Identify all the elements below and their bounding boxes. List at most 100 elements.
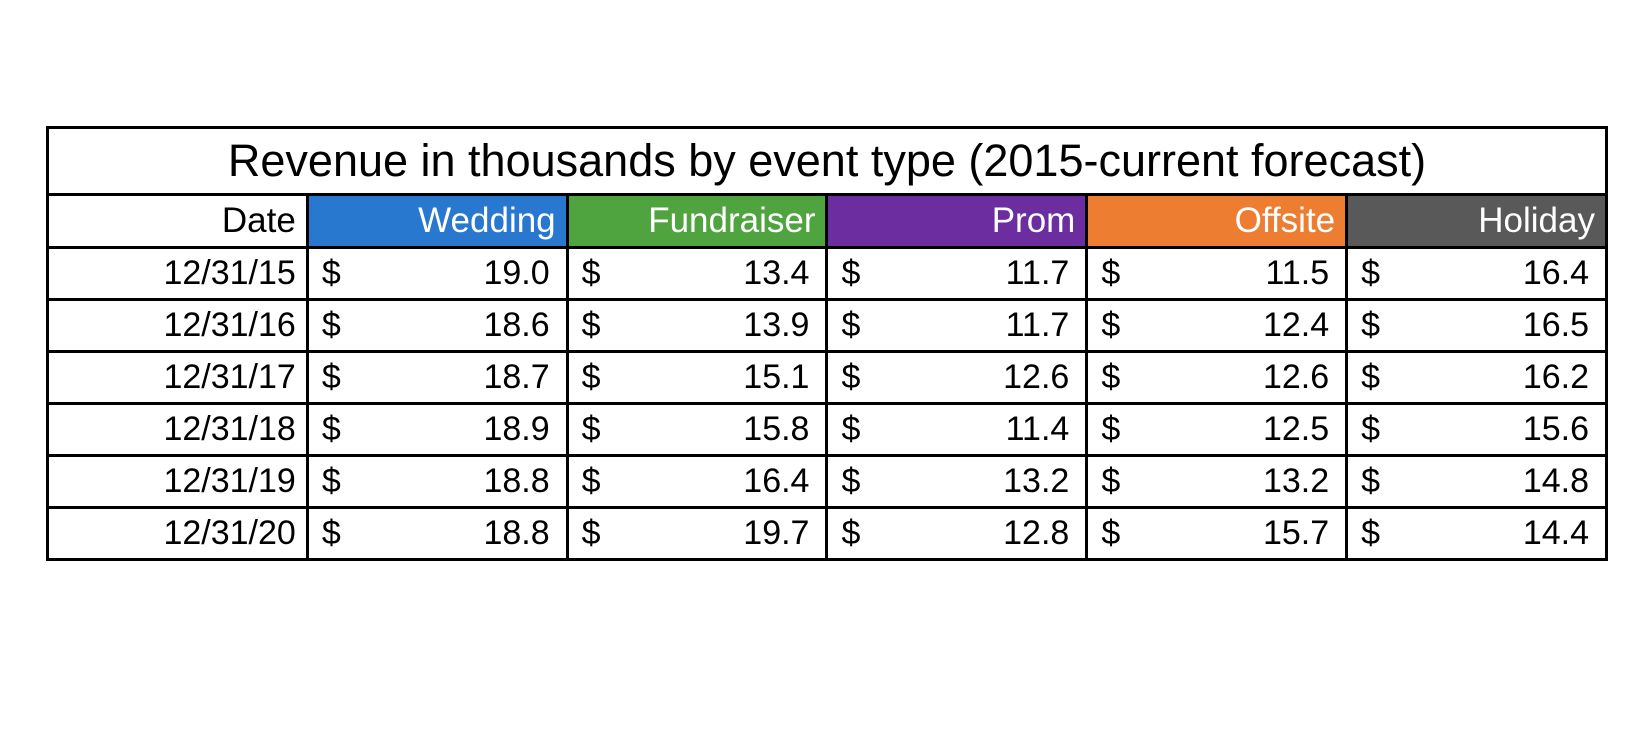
value-cell: $13.9 xyxy=(565,298,829,353)
table-row: 12/31/15 $19.0 $13.4 $11.7 $11.5 $16.4 xyxy=(46,246,1608,301)
currency-symbol: $ xyxy=(1361,306,1381,344)
value-text: 16.4 xyxy=(743,462,810,500)
value-cell-content: $18.6 xyxy=(310,306,564,345)
date-cell: 12/31/18 xyxy=(46,402,309,457)
currency-symbol: $ xyxy=(1101,462,1121,500)
value-cell: $15.6 xyxy=(1345,402,1608,457)
value-cell-content: $12.6 xyxy=(1090,358,1344,397)
value-cell-content: $18.9 xyxy=(310,410,564,449)
value-text: 13.4 xyxy=(743,254,810,292)
value-cell: $11.7 xyxy=(825,246,1089,301)
currency-symbol: $ xyxy=(581,410,601,448)
value-text: 15.6 xyxy=(1522,410,1589,448)
date-cell: 12/31/15 xyxy=(46,246,309,301)
value-text: 14.4 xyxy=(1522,514,1589,552)
currency-symbol: $ xyxy=(1361,358,1381,396)
value-text: 13.2 xyxy=(1262,462,1330,500)
column-header-prom: Prom xyxy=(825,193,1089,249)
value-text: 18.7 xyxy=(483,358,550,396)
currency-symbol: $ xyxy=(581,514,601,552)
table-title: Revenue in thousands by event type (2015… xyxy=(46,126,1608,196)
table-row: 12/31/16 $18.6 $13.9 $11.7 $12.4 $16.5 xyxy=(46,298,1608,353)
value-cell-content: $13.4 xyxy=(570,254,824,293)
table-row: 12/31/19 $18.8 $16.4 $13.2 $13.2 $14.8 xyxy=(46,454,1608,509)
title-row: Revenue in thousands by event type (2015… xyxy=(46,126,1608,196)
value-cell-content: $12.5 xyxy=(1090,410,1344,449)
currency-symbol: $ xyxy=(841,410,861,448)
column-header-wedding: Wedding xyxy=(305,193,569,249)
value-cell-content: $13.2 xyxy=(830,462,1084,501)
currency-symbol: $ xyxy=(321,462,341,500)
value-cell: $12.6 xyxy=(1085,350,1349,405)
value-cell: $11.5 xyxy=(1085,246,1349,301)
currency-symbol: $ xyxy=(1101,254,1121,292)
value-cell: $11.4 xyxy=(825,402,1089,457)
currency-symbol: $ xyxy=(581,254,601,292)
value-cell-content: $11.5 xyxy=(1090,254,1344,293)
table-row: 12/31/17 $18.7 $15.1 $12.6 $12.6 $16.2 xyxy=(46,350,1608,405)
currency-symbol: $ xyxy=(321,514,341,552)
value-cell-content: $11.7 xyxy=(830,306,1084,345)
value-cell: $11.7 xyxy=(825,298,1089,353)
currency-symbol: $ xyxy=(1101,410,1121,448)
value-cell-content: $12.6 xyxy=(830,358,1084,397)
currency-symbol: $ xyxy=(1101,514,1121,552)
value-cell: $18.8 xyxy=(305,454,569,509)
value-cell-content: $15.7 xyxy=(1090,514,1344,553)
value-cell: $12.4 xyxy=(1085,298,1349,353)
value-cell-content: $12.8 xyxy=(830,514,1084,553)
currency-symbol: $ xyxy=(841,514,861,552)
value-text: 12.4 xyxy=(1262,306,1330,344)
currency-symbol: $ xyxy=(841,358,861,396)
currency-symbol: $ xyxy=(1361,410,1381,448)
value-cell-content: $11.7 xyxy=(830,254,1084,293)
value-cell-content: $14.8 xyxy=(1350,462,1604,501)
value-cell: $19.7 xyxy=(565,506,829,561)
value-text: 11.7 xyxy=(1005,254,1070,292)
value-cell-content: $18.7 xyxy=(310,358,564,397)
column-header-offsite: Offsite xyxy=(1085,193,1349,249)
value-text: 19.7 xyxy=(743,514,810,552)
currency-symbol: $ xyxy=(1101,358,1121,396)
table-row: 12/31/20 $18.8 $19.7 $12.8 $15.7 $14.4 xyxy=(46,506,1608,561)
value-text: 18.9 xyxy=(483,410,550,448)
value-text: 16.2 xyxy=(1522,358,1589,396)
column-header-holiday: Holiday xyxy=(1345,193,1608,249)
value-text: 15.7 xyxy=(1262,514,1330,552)
value-cell-content: $18.8 xyxy=(310,462,564,501)
value-cell: $14.4 xyxy=(1345,506,1608,561)
value-cell: $14.8 xyxy=(1345,454,1608,509)
value-cell: $15.7 xyxy=(1085,506,1349,561)
value-cell: $18.8 xyxy=(305,506,569,561)
date-cell: 12/31/17 xyxy=(46,350,309,405)
value-text: 15.8 xyxy=(743,410,810,448)
value-cell-content: $15.1 xyxy=(570,358,824,397)
value-cell-content: $16.5 xyxy=(1350,306,1604,345)
value-text: 18.8 xyxy=(483,462,550,500)
value-cell-content: $16.4 xyxy=(570,462,824,501)
currency-symbol: $ xyxy=(581,462,601,500)
value-text: 11.4 xyxy=(1005,410,1070,448)
value-cell: $18.6 xyxy=(305,298,569,353)
value-cell-content: $16.4 xyxy=(1350,254,1604,293)
currency-symbol: $ xyxy=(321,410,341,448)
currency-symbol: $ xyxy=(321,254,341,292)
value-cell-content: $15.6 xyxy=(1350,410,1604,449)
value-cell: $15.1 xyxy=(565,350,829,405)
currency-symbol: $ xyxy=(1361,462,1381,500)
value-cell-content: $11.4 xyxy=(830,410,1084,449)
value-cell-content: $19.7 xyxy=(570,514,824,553)
column-header-date: Date xyxy=(46,193,309,249)
table-row: 12/31/18 $18.9 $15.8 $11.4 $12.5 $15.6 xyxy=(46,402,1608,457)
value-cell-content: $18.8 xyxy=(310,514,564,553)
value-text: 13.2 xyxy=(1003,462,1070,500)
value-cell-content: $14.4 xyxy=(1350,514,1604,553)
value-text: 19.0 xyxy=(483,254,550,292)
value-cell: $12.6 xyxy=(825,350,1089,405)
revenue-table: Revenue in thousands by event type (2015… xyxy=(46,126,1608,561)
value-cell-content: $12.4 xyxy=(1090,306,1344,345)
value-cell: $16.2 xyxy=(1345,350,1608,405)
header-row: Date Wedding Fundraiser Prom Offsite Holiday xyxy=(46,193,1608,249)
currency-symbol: $ xyxy=(1101,306,1121,344)
